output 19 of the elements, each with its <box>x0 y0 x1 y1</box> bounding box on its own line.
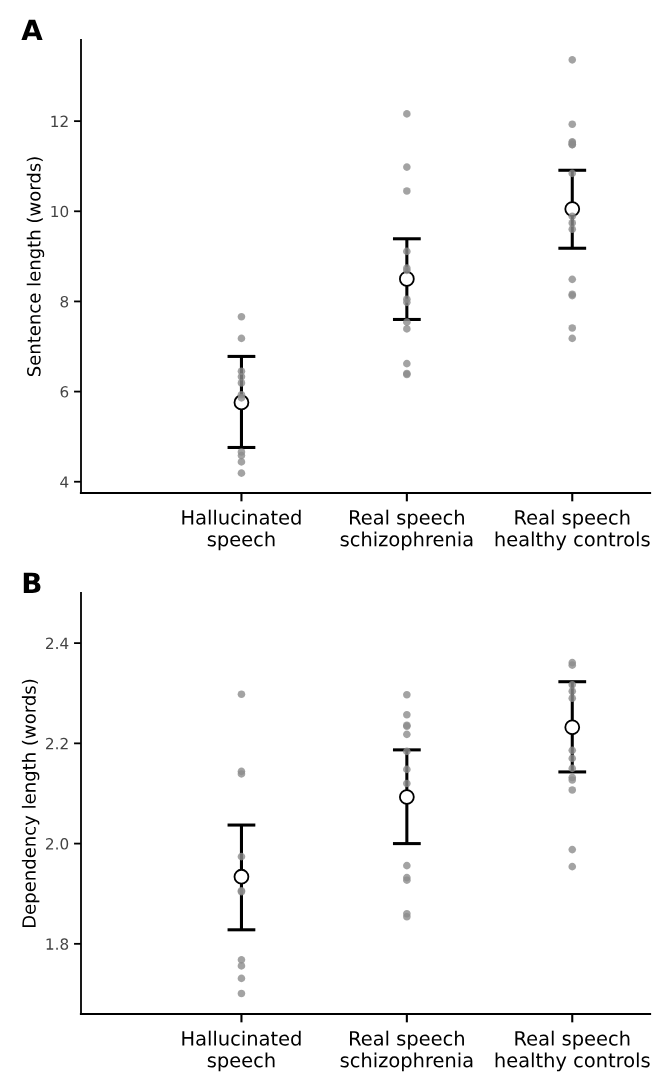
y-axis-title: Dependency length (words) <box>21 679 40 928</box>
x-tick-label: Real speech healthy controls <box>495 509 650 551</box>
y-tick-label: 2.2 <box>46 737 68 750</box>
y-tick-label: 1.8 <box>46 938 69 950</box>
x-tick-label: Hallucinated speech <box>182 509 301 551</box>
y-tick-label: 2.4 <box>46 637 69 649</box>
chart-title: A <box>21 19 43 40</box>
x-tick-label: Real speech schizophrenia <box>340 1030 473 1072</box>
y-tick-label: 12 <box>51 115 68 127</box>
x-tick-label: Real speech healthy controls <box>495 1030 650 1072</box>
chart-title: B <box>23 572 41 593</box>
y-tick-label: 6 <box>60 386 69 398</box>
x-tick-label: Real speech schizophrenia <box>340 509 473 551</box>
y-tick-label: 4 <box>60 476 69 488</box>
y-tick-label: 10 <box>51 205 69 218</box>
x-tick-label: Hallucinated speech <box>182 1030 301 1072</box>
y-tick-label: 8 <box>60 295 69 308</box>
y-tick-label: 2.0 <box>46 838 69 850</box>
y-axis-title: Sentence length (words) <box>26 157 45 377</box>
